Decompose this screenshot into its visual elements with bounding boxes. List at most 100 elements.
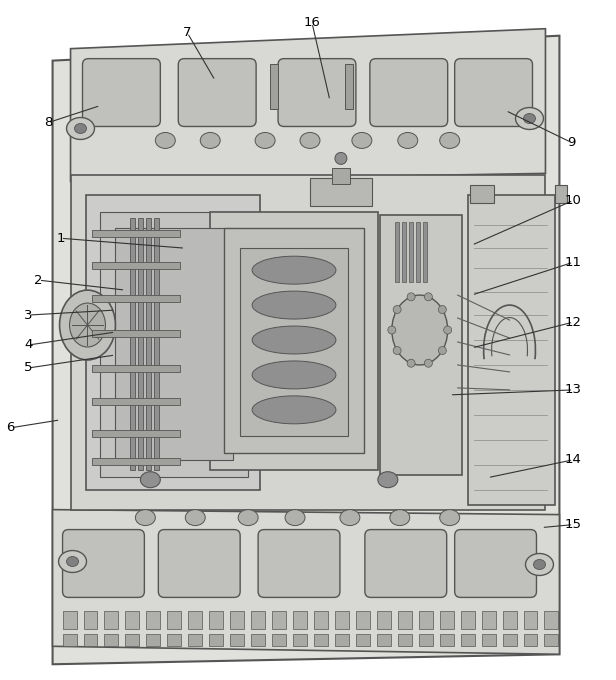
Ellipse shape bbox=[516, 107, 543, 129]
FancyBboxPatch shape bbox=[278, 58, 356, 126]
Bar bbox=[209, 634, 223, 646]
Bar bbox=[105, 634, 118, 646]
Ellipse shape bbox=[393, 305, 401, 313]
Bar bbox=[314, 611, 328, 630]
Bar bbox=[503, 611, 517, 630]
Bar bbox=[461, 634, 474, 646]
Bar bbox=[398, 634, 411, 646]
Ellipse shape bbox=[407, 293, 415, 301]
Ellipse shape bbox=[252, 326, 336, 354]
FancyBboxPatch shape bbox=[258, 530, 340, 598]
Bar bbox=[293, 611, 307, 630]
Ellipse shape bbox=[300, 133, 320, 148]
Text: 16: 16 bbox=[304, 16, 320, 29]
Ellipse shape bbox=[407, 359, 415, 367]
Polygon shape bbox=[52, 509, 559, 654]
Ellipse shape bbox=[440, 133, 460, 148]
Polygon shape bbox=[52, 35, 559, 664]
Text: 9: 9 bbox=[567, 136, 575, 149]
Text: 2: 2 bbox=[34, 273, 43, 287]
FancyBboxPatch shape bbox=[63, 530, 144, 598]
Bar bbox=[71, 175, 545, 509]
Bar bbox=[423, 222, 427, 282]
Ellipse shape bbox=[70, 303, 105, 347]
Bar bbox=[92, 430, 180, 437]
Bar bbox=[402, 222, 406, 282]
Bar bbox=[524, 634, 538, 646]
Bar bbox=[272, 611, 286, 630]
Ellipse shape bbox=[439, 305, 447, 313]
FancyBboxPatch shape bbox=[365, 530, 447, 598]
Bar bbox=[188, 634, 202, 646]
FancyBboxPatch shape bbox=[370, 58, 448, 126]
Text: 3: 3 bbox=[25, 309, 33, 322]
Bar bbox=[332, 169, 350, 184]
Text: 12: 12 bbox=[565, 316, 582, 328]
Text: 14: 14 bbox=[565, 454, 582, 466]
Bar bbox=[92, 295, 180, 302]
Bar bbox=[105, 611, 118, 630]
Ellipse shape bbox=[252, 396, 336, 424]
Text: 5: 5 bbox=[25, 362, 33, 375]
Bar bbox=[377, 611, 391, 630]
Text: 4: 4 bbox=[25, 339, 33, 352]
Bar bbox=[524, 611, 538, 630]
Bar bbox=[416, 222, 419, 282]
Bar bbox=[419, 634, 432, 646]
Bar bbox=[131, 218, 136, 470]
Bar bbox=[380, 216, 461, 475]
Bar bbox=[482, 634, 496, 646]
Bar bbox=[377, 634, 391, 646]
Ellipse shape bbox=[140, 472, 160, 488]
Bar bbox=[230, 611, 244, 630]
Ellipse shape bbox=[390, 509, 410, 526]
Bar bbox=[461, 611, 474, 630]
Text: 7: 7 bbox=[183, 27, 192, 39]
Ellipse shape bbox=[439, 347, 447, 354]
Ellipse shape bbox=[67, 556, 78, 566]
Bar bbox=[230, 634, 244, 646]
Ellipse shape bbox=[398, 133, 418, 148]
Text: 11: 11 bbox=[565, 256, 582, 269]
Bar bbox=[314, 634, 328, 646]
Bar bbox=[356, 634, 370, 646]
Ellipse shape bbox=[238, 509, 258, 526]
Polygon shape bbox=[71, 29, 545, 182]
Bar bbox=[147, 218, 152, 470]
Ellipse shape bbox=[424, 359, 432, 367]
Bar bbox=[395, 222, 399, 282]
Ellipse shape bbox=[255, 133, 275, 148]
Ellipse shape bbox=[252, 291, 336, 319]
FancyBboxPatch shape bbox=[455, 530, 537, 598]
Bar bbox=[84, 611, 97, 630]
Ellipse shape bbox=[67, 118, 94, 139]
Ellipse shape bbox=[424, 293, 432, 301]
Text: 10: 10 bbox=[565, 194, 582, 207]
Bar bbox=[345, 64, 353, 109]
Ellipse shape bbox=[252, 256, 336, 284]
Ellipse shape bbox=[200, 133, 220, 148]
Text: 13: 13 bbox=[565, 384, 582, 396]
Bar bbox=[126, 611, 139, 630]
Bar bbox=[188, 611, 202, 630]
Bar bbox=[155, 218, 160, 470]
Bar bbox=[272, 634, 286, 646]
Text: 6: 6 bbox=[7, 422, 15, 435]
Ellipse shape bbox=[252, 361, 336, 389]
Bar bbox=[126, 634, 139, 646]
Bar bbox=[356, 611, 370, 630]
Bar bbox=[409, 222, 413, 282]
Bar bbox=[310, 178, 372, 206]
Ellipse shape bbox=[340, 509, 360, 526]
Bar bbox=[139, 218, 144, 470]
FancyBboxPatch shape bbox=[455, 58, 532, 126]
FancyBboxPatch shape bbox=[83, 58, 160, 126]
Ellipse shape bbox=[533, 560, 545, 569]
Text: 1: 1 bbox=[56, 232, 65, 245]
Ellipse shape bbox=[525, 554, 553, 575]
Ellipse shape bbox=[185, 509, 205, 526]
Bar bbox=[251, 611, 265, 630]
Bar bbox=[210, 212, 378, 470]
Ellipse shape bbox=[444, 326, 452, 334]
Bar bbox=[240, 248, 348, 436]
